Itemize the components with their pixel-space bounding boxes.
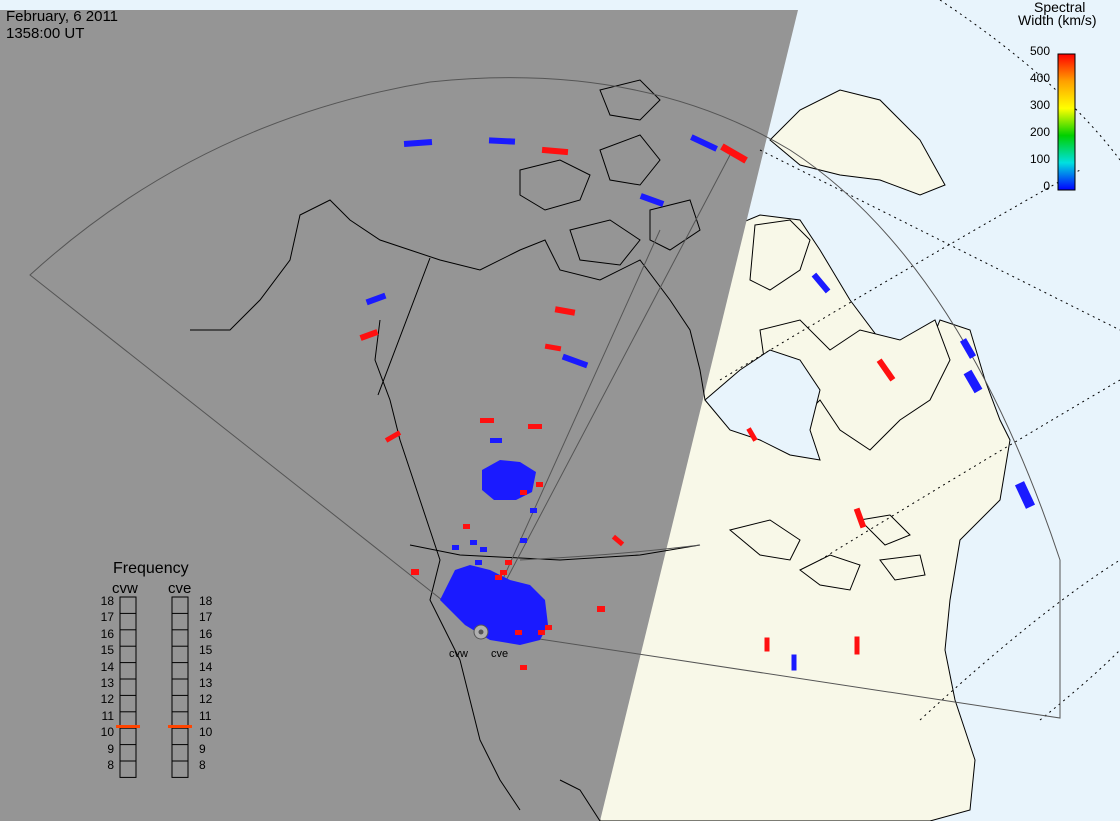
hudson-bay <box>704 349 821 461</box>
date-label: February, 6 2011 <box>6 8 119 25</box>
canada-us-border <box>377 257 701 561</box>
scatter-cell <box>515 630 522 635</box>
frequency-level-label: 13 <box>199 676 213 690</box>
frequency-panel-cve <box>171 596 189 778</box>
frequency-level-label: 11 <box>199 708 212 723</box>
scatter-cell <box>690 134 718 152</box>
colorbar <box>1057 53 1076 191</box>
scatter-cell <box>359 329 379 341</box>
scatter-cell <box>1014 481 1036 509</box>
colorbar-tick: 0 <box>1043 179 1050 193</box>
scatter-cell <box>541 146 569 156</box>
scatter-cell <box>495 575 502 580</box>
scatter-cell <box>639 193 665 207</box>
frequency-level-label: 17 <box>100 610 114 625</box>
time-label: 1358:00 UT <box>6 25 85 42</box>
scatter-cell <box>530 508 537 513</box>
frequency-radar-label: cvw <box>112 580 138 597</box>
scatter-cell <box>463 524 470 529</box>
frequency-level-label: 8 <box>199 758 206 772</box>
frequency-level-label: 14 <box>100 659 114 674</box>
scatter-cell <box>470 540 477 545</box>
greenland <box>769 89 946 196</box>
colorbar-units: Width (km/s) <box>1018 12 1097 28</box>
frequency-title: Frequency <box>113 560 189 577</box>
colorbar-tick: 300 <box>1029 98 1050 112</box>
frequency-level-label: 15 <box>199 643 213 658</box>
night-shade <box>0 10 798 821</box>
colorbar-tick: 500 <box>1029 44 1050 58</box>
scatter-cell <box>544 343 562 352</box>
frequency-level-label: 10 <box>199 725 213 740</box>
scatter-cell <box>488 137 516 145</box>
scatter-cell <box>520 538 527 543</box>
scatter-cell <box>452 545 459 550</box>
great-lakes <box>728 514 926 591</box>
scatter-cell <box>538 630 545 635</box>
site-label-cve: cve <box>491 648 509 660</box>
scatter-cell <box>545 625 552 630</box>
frequency-level-label: 13 <box>100 676 114 690</box>
scatter-cell <box>963 369 983 394</box>
frequency-radar-label: cve <box>168 580 192 597</box>
scatter-cell <box>959 338 977 359</box>
scatter-cell <box>791 654 797 671</box>
scatter-cell <box>597 606 605 612</box>
scatter-cell <box>853 507 867 529</box>
arctic-islands <box>519 79 701 266</box>
scatter-cell <box>475 560 482 565</box>
scatter-cell <box>876 358 896 382</box>
scatter-cell <box>480 547 487 552</box>
frequency-level-label: 8 <box>107 758 114 772</box>
scatter-cell <box>411 569 419 575</box>
frequency-level-label: 12 <box>100 692 114 707</box>
scatter-cell <box>490 438 502 443</box>
frequency-panels <box>116 596 192 778</box>
latitude-grid <box>719 0 1120 721</box>
frequency-level-label: 10 <box>100 725 114 740</box>
colorbar-tick: 200 <box>1029 125 1050 139</box>
frequency-panel-cvw <box>119 596 137 778</box>
colorbar-title: Spectral <box>1034 0 1086 15</box>
frequency-level-label: 16 <box>100 626 114 641</box>
scatter-cell <box>611 534 625 547</box>
scatter-cell <box>536 482 543 487</box>
frequency-level-label: 11 <box>101 708 114 723</box>
frequency-level-label: 18 <box>100 594 114 608</box>
frequency-level-label: 14 <box>199 659 213 674</box>
frequency-level-label: 16 <box>199 626 213 641</box>
scatter-cell <box>500 570 507 575</box>
scatter-cell <box>535 612 542 617</box>
scatter-cell <box>403 139 433 147</box>
colorbar-tick: 400 <box>1029 71 1050 85</box>
scatter-cell <box>384 430 402 443</box>
frequency-level-label: 17 <box>199 610 213 625</box>
baffin-east <box>749 219 811 291</box>
scatter-layer <box>359 134 1036 671</box>
scatter-cell <box>520 490 527 495</box>
colorbar-scale <box>1057 53 1076 191</box>
scatter-cell <box>720 143 748 164</box>
frequency-level-label: 12 <box>199 692 213 707</box>
frequency-level-label: 9 <box>199 741 206 756</box>
site-label-cvw: cvw <box>449 648 468 660</box>
colorbar-tick: 100 <box>1029 152 1050 166</box>
scatter-cell <box>505 560 512 565</box>
scatter-cell <box>764 637 770 652</box>
frequency-level-label: 15 <box>100 643 114 658</box>
scatter-cell <box>746 427 758 442</box>
coastline-west <box>190 199 706 821</box>
scatter-cell <box>554 306 576 316</box>
frequency-level-label: 18 <box>199 594 213 608</box>
frequency-level-label: 9 <box>107 741 114 756</box>
scatter-cell <box>811 272 831 294</box>
scatter-cell <box>528 424 542 429</box>
scatter-cell <box>520 665 527 670</box>
scatter-cell <box>480 418 494 423</box>
scatter-cell <box>561 353 589 369</box>
scatter-cell <box>365 292 387 306</box>
scatter-cluster <box>440 565 548 645</box>
scatter-cell <box>854 636 860 655</box>
